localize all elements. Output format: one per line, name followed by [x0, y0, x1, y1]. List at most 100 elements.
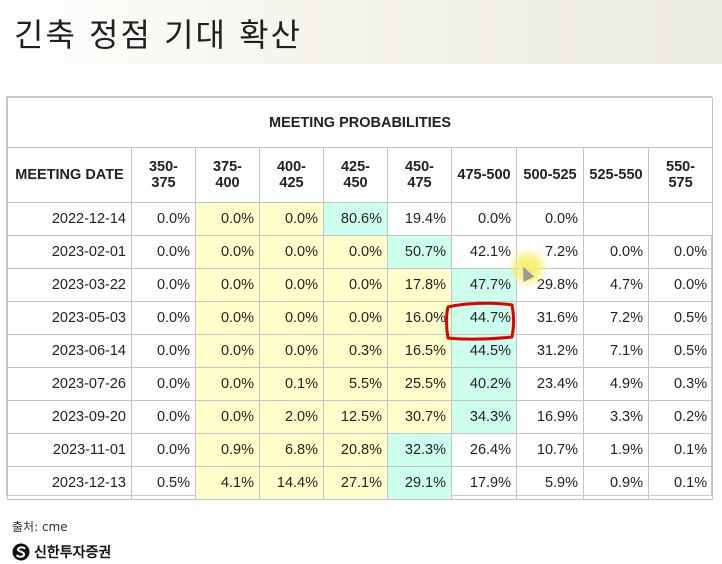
table-row: 2022-12-14 0.0% 0.0% 0.0% 80.6% 19.4% 0.0% 0.0% [7, 202, 714, 236]
shinhan-s-logo-icon [12, 543, 30, 561]
header-rate-350-375: 350-375 [131, 147, 196, 203]
header-rate-475-500: 475-500 [451, 147, 517, 203]
probability-cell: 29.1% [387, 466, 452, 500]
probability-cell: 0.1% [259, 367, 324, 401]
meeting-date-cell: 2023-12-13 [7, 466, 132, 500]
probability-cell: 0.0% [131, 235, 196, 269]
probability-cell: 0.9% [195, 433, 260, 467]
probability-cell: 7.1% [583, 334, 649, 368]
probability-cell: 0.5% [647, 301, 714, 335]
probability-cell: 16.0% [387, 301, 452, 335]
probability-cell: 0.0% [195, 334, 260, 368]
probability-cell: 0.1% [647, 466, 714, 500]
probability-cell: 4.1% [195, 466, 260, 500]
probability-cell: 20.8% [323, 433, 388, 467]
probability-cell: 26.4% [451, 433, 517, 467]
meeting-probabilities-table: MEETING PROBABILITIES MEETING DATE 350-37… [6, 97, 714, 500]
probability-cell: 4.9% [583, 367, 649, 401]
probability-cell: 0.0% [259, 268, 324, 302]
header-rate-425-450: 425-450 [323, 147, 388, 203]
probability-cell: 10.7% [516, 433, 584, 467]
probability-cell: 0.0% [131, 367, 196, 401]
probability-cell: 0.0% [131, 400, 196, 434]
probability-cell [647, 202, 714, 236]
probability-cell: 1.9% [583, 433, 649, 467]
probability-cell: 32.3% [387, 433, 452, 467]
probability-cell: 25.5% [387, 367, 452, 401]
probability-cell: 5.9% [516, 466, 584, 500]
table-row: 2023-11-01 0.0% 0.9% 6.8% 20.8% 32.3% 26.4% 10.… [7, 433, 714, 467]
probability-cell: 0.0% [195, 235, 260, 269]
probability-cell: 17.8% [387, 268, 452, 302]
brand-name: 신한투자증권 [34, 545, 112, 561]
table-row: 2023-06-14 0.0% 0.0% 0.0% 0.3% 16.5% 44.5% 31.2… [7, 334, 714, 368]
table-row: 2023-03-22 0.0% 0.0% 0.0% 0.0% 17.8% 47.7% 29.8… [7, 268, 714, 302]
probability-cell: 0.0% [131, 433, 196, 467]
probability-cell: 42.1% [451, 235, 517, 269]
probability-cell: 0.0% [195, 400, 260, 434]
probability-cell: 0.0% [323, 301, 388, 335]
header-rate-550-575: 550-575 [647, 147, 714, 203]
probability-cell: 0.0% [516, 202, 584, 236]
probability-cell: 0.0% [259, 334, 324, 368]
probability-cell: 0.0% [131, 202, 196, 236]
probability-cell: 0.3% [647, 367, 714, 401]
header-rate-525-550: 525-550 [583, 147, 649, 203]
probability-cell: 0.0% [451, 202, 517, 236]
probability-cell: 19.4% [387, 202, 452, 236]
probability-cell: 16.9% [516, 400, 584, 434]
table-row: 2023-05-03 0.0% 0.0% 0.0% 0.0% 16.0% 44.7% 31.6… [7, 301, 714, 335]
probability-cell: 0.0% [131, 334, 196, 368]
probability-cell: 0.0% [647, 268, 714, 302]
meeting-date-cell: 2023-11-01 [7, 433, 132, 467]
probability-cell: 17.9% [451, 466, 517, 500]
probability-cell: 0.0% [323, 235, 388, 269]
probability-cell: 16.5% [387, 334, 452, 368]
probability-cell: 0.0% [323, 268, 388, 302]
probability-cell: 47.7% [451, 268, 517, 302]
header-rate-500-525: 500-525 [516, 147, 584, 203]
meeting-date-cell: 2023-07-26 [7, 367, 132, 401]
probability-table-frame: MEETING PROBABILITIES MEETING DATE 350-37… [6, 96, 714, 500]
probability-cell: 0.0% [647, 235, 714, 269]
probability-cell: 50.7% [387, 235, 452, 269]
probability-cell: 30.7% [387, 400, 452, 434]
source-note: 출처: cme [12, 520, 68, 534]
header-rate-450-475: 450-475 [387, 147, 452, 203]
probability-cell: 0.0% [195, 301, 260, 335]
cursor-highlight [508, 248, 548, 288]
probability-cell: 0.5% [131, 466, 196, 500]
table-row: 2023-12-13 0.5% 4.1% 14.4% 27.1% 29.1% 17.9% 5.… [7, 466, 714, 500]
probability-cell: 5.5% [323, 367, 388, 401]
table-row: 2023-07-26 0.0% 0.0% 0.1% 5.5% 25.5% 40.2% 23.4… [7, 367, 714, 401]
probability-cell: 0.0% [195, 367, 260, 401]
probability-cell: 0.0% [259, 202, 324, 236]
probability-cell: 23.4% [516, 367, 584, 401]
probability-cell: 80.6% [323, 202, 388, 236]
probability-cell: 44.7% [451, 301, 517, 335]
brand-footer: 신한투자증권 [12, 542, 111, 562]
probability-cell: 0.3% [323, 334, 388, 368]
probability-cell: 0.0% [131, 301, 196, 335]
column-header-row: MEETING DATE 350-375 375-400 400-425 425-450… [7, 147, 714, 203]
probability-cell: 31.2% [516, 334, 584, 368]
probability-cell: 0.1% [647, 433, 714, 467]
probability-cell: 0.9% [583, 466, 649, 500]
probability-cell: 31.6% [516, 301, 584, 335]
table-title: MEETING PROBABILITIES [6, 97, 714, 148]
probability-cell: 4.7% [583, 268, 649, 302]
probability-cell: 27.1% [323, 466, 388, 500]
header-rate-400-425: 400-425 [259, 147, 324, 203]
probability-cell: 0.0% [583, 235, 649, 269]
meeting-date-cell: 2023-05-03 [7, 301, 132, 335]
probability-cell: 0.5% [647, 334, 714, 368]
probability-cell: 3.3% [583, 400, 649, 434]
probability-cell: 14.4% [259, 466, 324, 500]
table-row: 2023-02-01 0.0% 0.0% 0.0% 0.0% 50.7% 42.1% 7.2%… [7, 235, 714, 269]
probability-cell: 6.8% [259, 433, 324, 467]
probability-cell: 0.0% [195, 202, 260, 236]
table-row: 2023-09-20 0.0% 0.0% 2.0% 12.5% 30.7% 34.3% 16.… [7, 400, 714, 434]
probability-cell: 7.2% [583, 301, 649, 335]
title-band [0, 0, 722, 64]
probability-cell: 0.2% [647, 400, 714, 434]
